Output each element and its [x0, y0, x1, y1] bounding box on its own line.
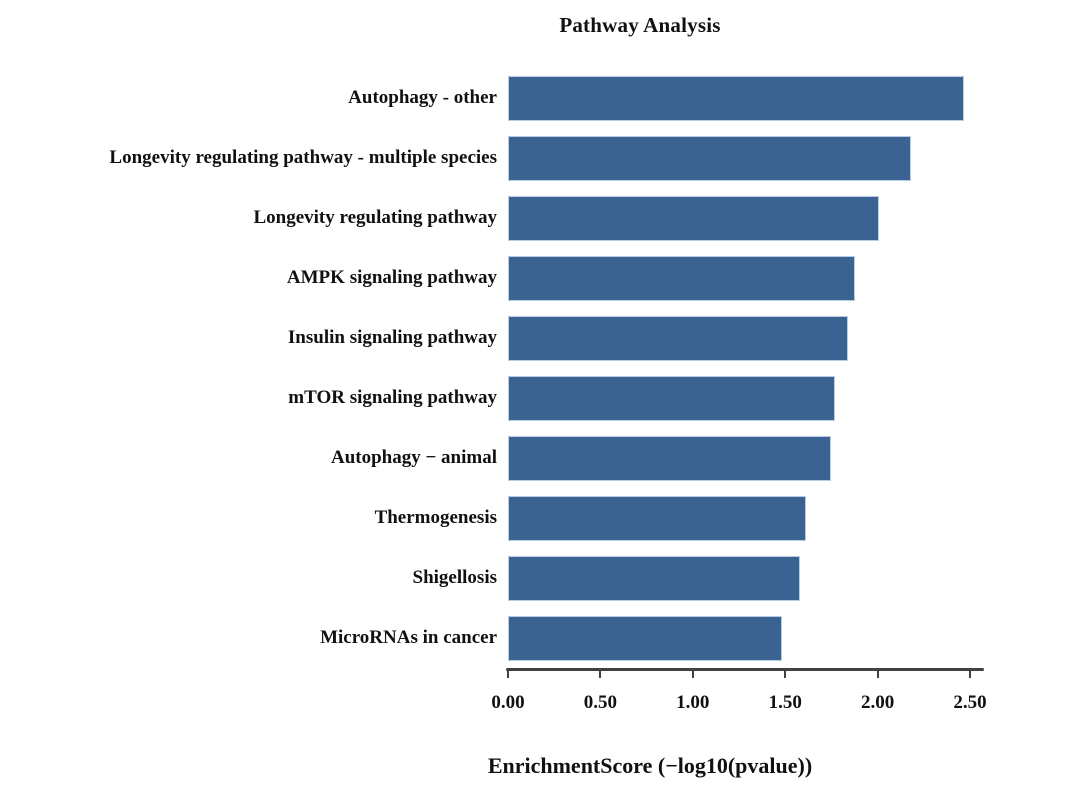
category-label: Insulin signaling pathway	[287, 326, 497, 348]
x-axis-tick	[876, 670, 879, 678]
bar-row: Longevity regulating pathway - multiple …	[0, 128, 1080, 188]
bar-5	[508, 375, 835, 421]
x-axis-title: EnrichmentScore (−log10(pvalue))	[487, 753, 813, 778]
x-axis-tick-label: 0.00	[491, 692, 525, 713]
x-axis-tick-label: 1.00	[676, 692, 710, 713]
x-axis-tick-label: 1.50	[768, 692, 802, 713]
bar-row: Shigellosis	[0, 548, 1080, 608]
category-label: AMPK signaling pathway	[286, 266, 497, 288]
chart-title: Pathway Analysis	[559, 13, 721, 37]
x-axis-tick-label: 0.50	[583, 692, 618, 713]
bar-1	[508, 135, 911, 181]
bar-row: AMPK signaling pathway	[0, 248, 1080, 308]
bar-row: MicroRNAs in cancer	[0, 608, 1080, 668]
category-label: Longevity regulating pathway - multiple …	[109, 146, 497, 168]
category-label: mTOR signaling pathway	[288, 386, 497, 408]
bar-row: Longevity regulating pathway	[0, 188, 1080, 248]
category-label: Thermogenesis	[374, 506, 497, 528]
x-axis-tick	[599, 670, 602, 678]
bar-row: Thermogenesis	[0, 488, 1080, 548]
bars-area: Autophagy - other Longevity regulating pa…	[0, 68, 1080, 668]
x-axis-tick	[784, 670, 787, 678]
x-axis-tick	[969, 670, 971, 678]
bar-row: Insulin signaling pathway	[0, 308, 1080, 368]
bar-row: mTOR signaling pathway	[0, 368, 1080, 428]
bar-row: Autophagy − animal	[0, 428, 1080, 488]
bar-6	[508, 435, 831, 481]
bar-4	[508, 315, 848, 361]
bar-0	[508, 75, 964, 121]
category-label: Longevity regulating pathway	[253, 206, 497, 228]
x-axis-tick	[691, 670, 694, 678]
bar-9	[508, 615, 782, 661]
bar-8	[508, 555, 800, 601]
category-label: MicroRNAs in cancer	[320, 626, 497, 648]
category-label: Autophagy − animal	[330, 446, 497, 468]
x-axis-tick-label: 2.50	[953, 692, 987, 713]
bar-7	[508, 495, 806, 541]
bar-row: Autophagy - other	[0, 68, 1080, 128]
category-label: Shigellosis	[412, 566, 497, 588]
category-label: Autophagy - other	[348, 86, 497, 108]
bar-3	[508, 255, 855, 301]
x-axis-tick	[507, 670, 509, 678]
x-axis-line	[506, 668, 984, 671]
bar-2	[508, 195, 879, 241]
x-axis-tick-label: 2.00	[860, 692, 895, 713]
